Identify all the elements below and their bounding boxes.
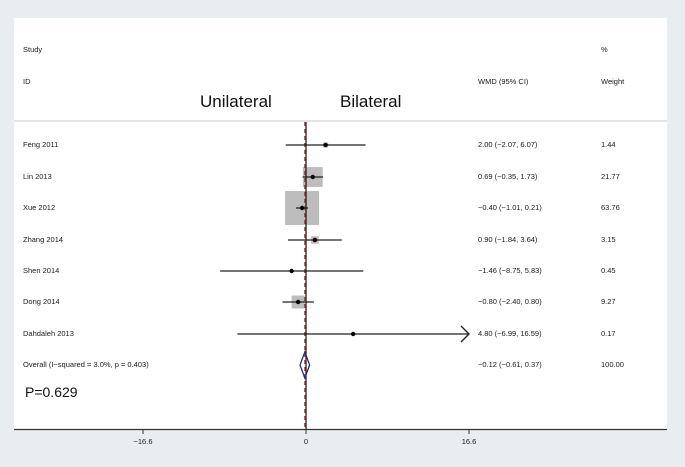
study-weight: 1.44 bbox=[601, 140, 616, 149]
study-weight: 3.15 bbox=[601, 235, 616, 244]
x-axis-tick-label: 0 bbox=[303, 437, 309, 446]
favours-right-label: Bilateral bbox=[340, 92, 402, 111]
overall-effect-ci: −0.12 (−0.61, 0.37) bbox=[478, 360, 542, 369]
header-weight: Weight bbox=[601, 77, 625, 86]
study-id: Shen 2014 bbox=[23, 266, 60, 275]
study-id: Dong 2014 bbox=[23, 297, 60, 306]
header-effect: WMD (95% CI) bbox=[478, 77, 529, 86]
study-effect-ci: 4.80 (−6.99, 16.59) bbox=[478, 329, 542, 338]
overall-diamond bbox=[299, 350, 311, 380]
overall-weight: 100.00 bbox=[601, 360, 624, 369]
header-study: Study bbox=[23, 45, 43, 54]
study-effect-ci: −0.80 (−2.40, 0.80) bbox=[478, 297, 542, 306]
study-weight: 0.17 bbox=[601, 329, 616, 338]
point-estimate bbox=[350, 331, 356, 337]
favours-left-label: Unilateral bbox=[200, 92, 272, 111]
study-weight: 21.77 bbox=[601, 172, 620, 181]
study-effect-ci: −0.40 (−1.01, 0.21) bbox=[478, 203, 542, 212]
study-effect-ci: 0.90 (−1.84, 3.64) bbox=[478, 235, 538, 244]
study-id: Feng 2011 bbox=[23, 140, 59, 149]
point-estimate bbox=[312, 237, 318, 243]
header-percent: % bbox=[601, 45, 608, 54]
study-id: Xue 2012 bbox=[23, 203, 56, 212]
study-id: Zhang 2014 bbox=[23, 235, 64, 244]
study-effect-ci: −1.46 (−8.75, 5.83) bbox=[478, 266, 542, 275]
point-estimate bbox=[299, 205, 305, 211]
study-weight: 0.45 bbox=[601, 266, 616, 275]
study-weight: 63.76 bbox=[601, 203, 620, 212]
x-axis-tick-label: 16.6 bbox=[461, 437, 477, 446]
point-estimate bbox=[289, 268, 294, 274]
header-id: ID bbox=[23, 77, 31, 86]
study-id: Lin 2013 bbox=[23, 172, 52, 181]
p-value-label: P=0.629 bbox=[25, 384, 78, 400]
overall-label: Overall (I−squared = 3.0%, p = 0.403) bbox=[23, 360, 149, 369]
point-estimate bbox=[295, 299, 301, 305]
study-weight: 9.27 bbox=[601, 297, 616, 306]
study-effect-ci: 2.00 (−2.07, 6.07) bbox=[478, 140, 538, 149]
arrow-right-icon bbox=[460, 325, 470, 343]
study-effect-ci: 0.69 (−0.35, 1.73) bbox=[478, 172, 538, 181]
plot-panel bbox=[14, 18, 667, 430]
point-estimate bbox=[323, 142, 328, 148]
study-id: Dahdaleh 2013 bbox=[23, 329, 74, 338]
x-axis-tick-label: −16.6 bbox=[133, 437, 153, 446]
point-estimate bbox=[310, 174, 315, 180]
